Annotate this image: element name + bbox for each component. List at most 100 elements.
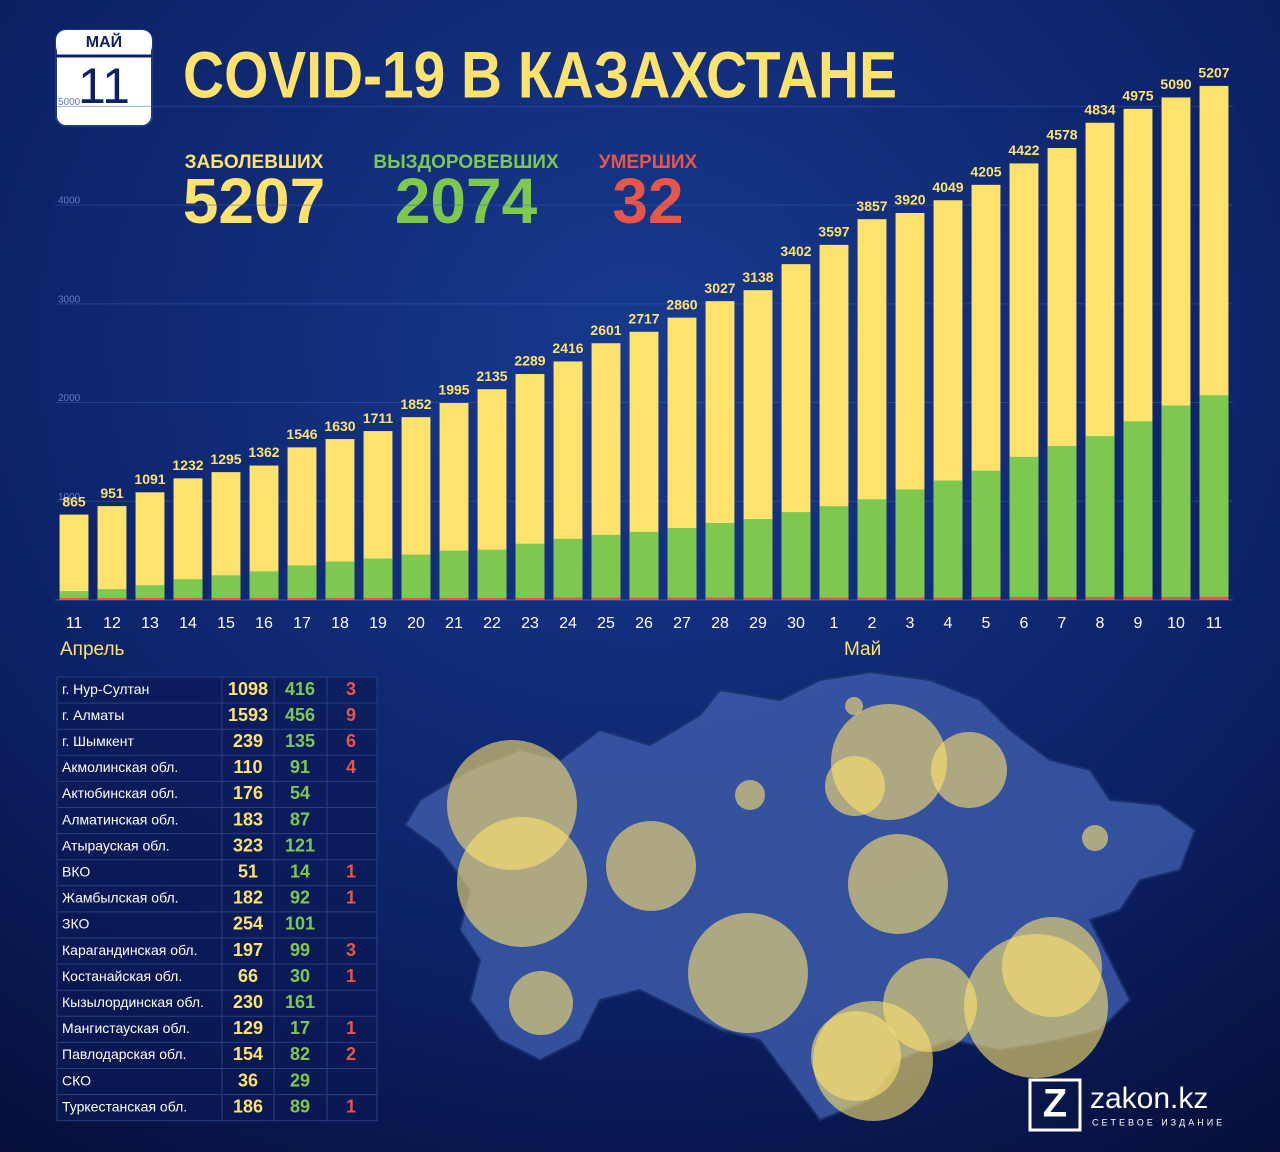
bar bbox=[1085, 436, 1115, 600]
bar bbox=[287, 598, 317, 600]
table-region: Туркестанская обл. bbox=[62, 1098, 187, 1114]
x-tick-label: 20 bbox=[407, 615, 425, 632]
table-number: 1 bbox=[346, 888, 356, 908]
x-tick-label: 11 bbox=[1206, 615, 1223, 632]
table-number: 89 bbox=[290, 1096, 310, 1116]
bar bbox=[857, 499, 887, 600]
x-tick-label: 4 bbox=[944, 615, 953, 632]
table-region: Актюбинская обл. bbox=[62, 785, 178, 801]
bar bbox=[1123, 596, 1153, 600]
stat-value: 5207 bbox=[183, 165, 325, 237]
bar bbox=[895, 597, 925, 600]
table-number: 416 bbox=[285, 679, 315, 699]
table-region: Карагандинская обл. bbox=[62, 942, 197, 958]
x-tick-label: 10 bbox=[1167, 615, 1185, 632]
value-label: 2135 bbox=[476, 368, 507, 384]
bar bbox=[857, 597, 887, 600]
table-bg bbox=[56, 676, 378, 1122]
bar bbox=[515, 598, 545, 600]
stat-label: ЗАБОЛЕВШИХ bbox=[185, 152, 324, 173]
stat-value: 32 bbox=[612, 165, 683, 237]
x-tick-label: 13 bbox=[141, 615, 159, 632]
table-number: 154 bbox=[233, 1044, 263, 1064]
table-number: 92 bbox=[290, 888, 310, 908]
table-number: 17 bbox=[290, 1018, 310, 1038]
x-tick-label: 22 bbox=[483, 615, 501, 632]
table-region: Мангистауская обл. bbox=[62, 1020, 190, 1036]
bar bbox=[1161, 405, 1191, 600]
value-label: 3138 bbox=[742, 269, 773, 285]
bar bbox=[249, 598, 279, 600]
x-tick-label: 27 bbox=[673, 615, 691, 632]
table-number: 91 bbox=[290, 757, 310, 777]
x-tick-label: 23 bbox=[521, 615, 539, 632]
table-number: 6 bbox=[346, 731, 356, 751]
table-number: 14 bbox=[290, 862, 310, 882]
table-number: 3 bbox=[346, 679, 356, 699]
value-label: 3857 bbox=[856, 198, 887, 214]
stat-label: ВЫЗДОРОВЕВШИХ bbox=[373, 152, 559, 173]
calendar-day: 11 bbox=[78, 58, 130, 114]
bar bbox=[173, 579, 203, 600]
bar bbox=[781, 512, 811, 600]
table-number: 1 bbox=[346, 1018, 356, 1038]
y-tick-label: 1000 bbox=[58, 492, 81, 503]
calendar-month: МАЙ bbox=[86, 32, 122, 51]
stat-label: УМЕРШИХ bbox=[599, 152, 698, 173]
table-number: 182 bbox=[233, 888, 263, 908]
bar bbox=[1123, 421, 1153, 600]
calendar: МАЙ 11 bbox=[55, 29, 153, 127]
month-label: Апрель bbox=[60, 639, 125, 660]
bar bbox=[743, 597, 773, 600]
bar bbox=[477, 598, 507, 600]
bar-chart: 1000200030004000500086511951121091131232… bbox=[55, 65, 1233, 660]
y-tick-label: 5000 bbox=[58, 97, 81, 108]
table-region: Павлодарская обл. bbox=[62, 1046, 186, 1062]
month-label: Май bbox=[844, 639, 881, 660]
bar bbox=[933, 597, 963, 600]
bar bbox=[515, 543, 545, 600]
value-label: 1711 bbox=[363, 410, 394, 426]
x-tick-label: 28 bbox=[711, 615, 729, 632]
bar bbox=[1199, 395, 1229, 600]
logo-name: zakon.kz bbox=[1090, 1082, 1208, 1115]
value-label: 3597 bbox=[818, 224, 849, 240]
y-tick-label: 4000 bbox=[58, 196, 81, 207]
value-label: 1852 bbox=[400, 396, 431, 412]
x-tick-label: 14 bbox=[179, 615, 197, 632]
x-tick-label: 21 bbox=[445, 615, 463, 632]
value-label: 2289 bbox=[514, 353, 545, 369]
bar bbox=[211, 598, 241, 600]
region-table: г. Нур-Султан 1098 416 3г. Алматы 1593 456 9г.… bbox=[56, 676, 378, 1122]
table-number: 3 bbox=[346, 940, 356, 960]
value-label: 5090 bbox=[1160, 76, 1191, 92]
value-label: 2717 bbox=[628, 310, 659, 326]
table-number: 121 bbox=[285, 835, 315, 855]
value-label: 4049 bbox=[932, 179, 963, 195]
table-number: 101 bbox=[285, 914, 315, 934]
bar bbox=[971, 470, 1001, 600]
value-label: 1995 bbox=[438, 382, 469, 398]
x-tick-label: 25 bbox=[597, 615, 615, 632]
value-label: 3402 bbox=[780, 243, 811, 259]
bar bbox=[591, 597, 621, 600]
table-number: 1098 bbox=[228, 679, 268, 699]
x-tick-label: 15 bbox=[217, 615, 235, 632]
x-tick-label: 8 bbox=[1096, 615, 1105, 632]
bar bbox=[591, 534, 621, 600]
table-region: г. Алматы bbox=[62, 707, 124, 723]
bar bbox=[667, 597, 697, 600]
bar bbox=[933, 480, 963, 600]
table-region: г. Шымкент bbox=[62, 733, 134, 749]
x-tick-label: 2 bbox=[868, 615, 877, 632]
value-label: 1362 bbox=[248, 444, 279, 460]
x-tick-label: 1 bbox=[830, 615, 839, 632]
table-region: Атырауская обл. bbox=[62, 837, 170, 853]
table-number: 183 bbox=[233, 809, 263, 829]
bar bbox=[59, 598, 89, 600]
logo-tagline: СЕТЕВОЕ ИЗДАНИЕ bbox=[1092, 1117, 1225, 1127]
x-tick-label: 24 bbox=[559, 615, 577, 632]
table-number: 9 bbox=[346, 705, 356, 725]
x-tick-label: 29 bbox=[749, 615, 767, 632]
bar bbox=[287, 565, 317, 600]
